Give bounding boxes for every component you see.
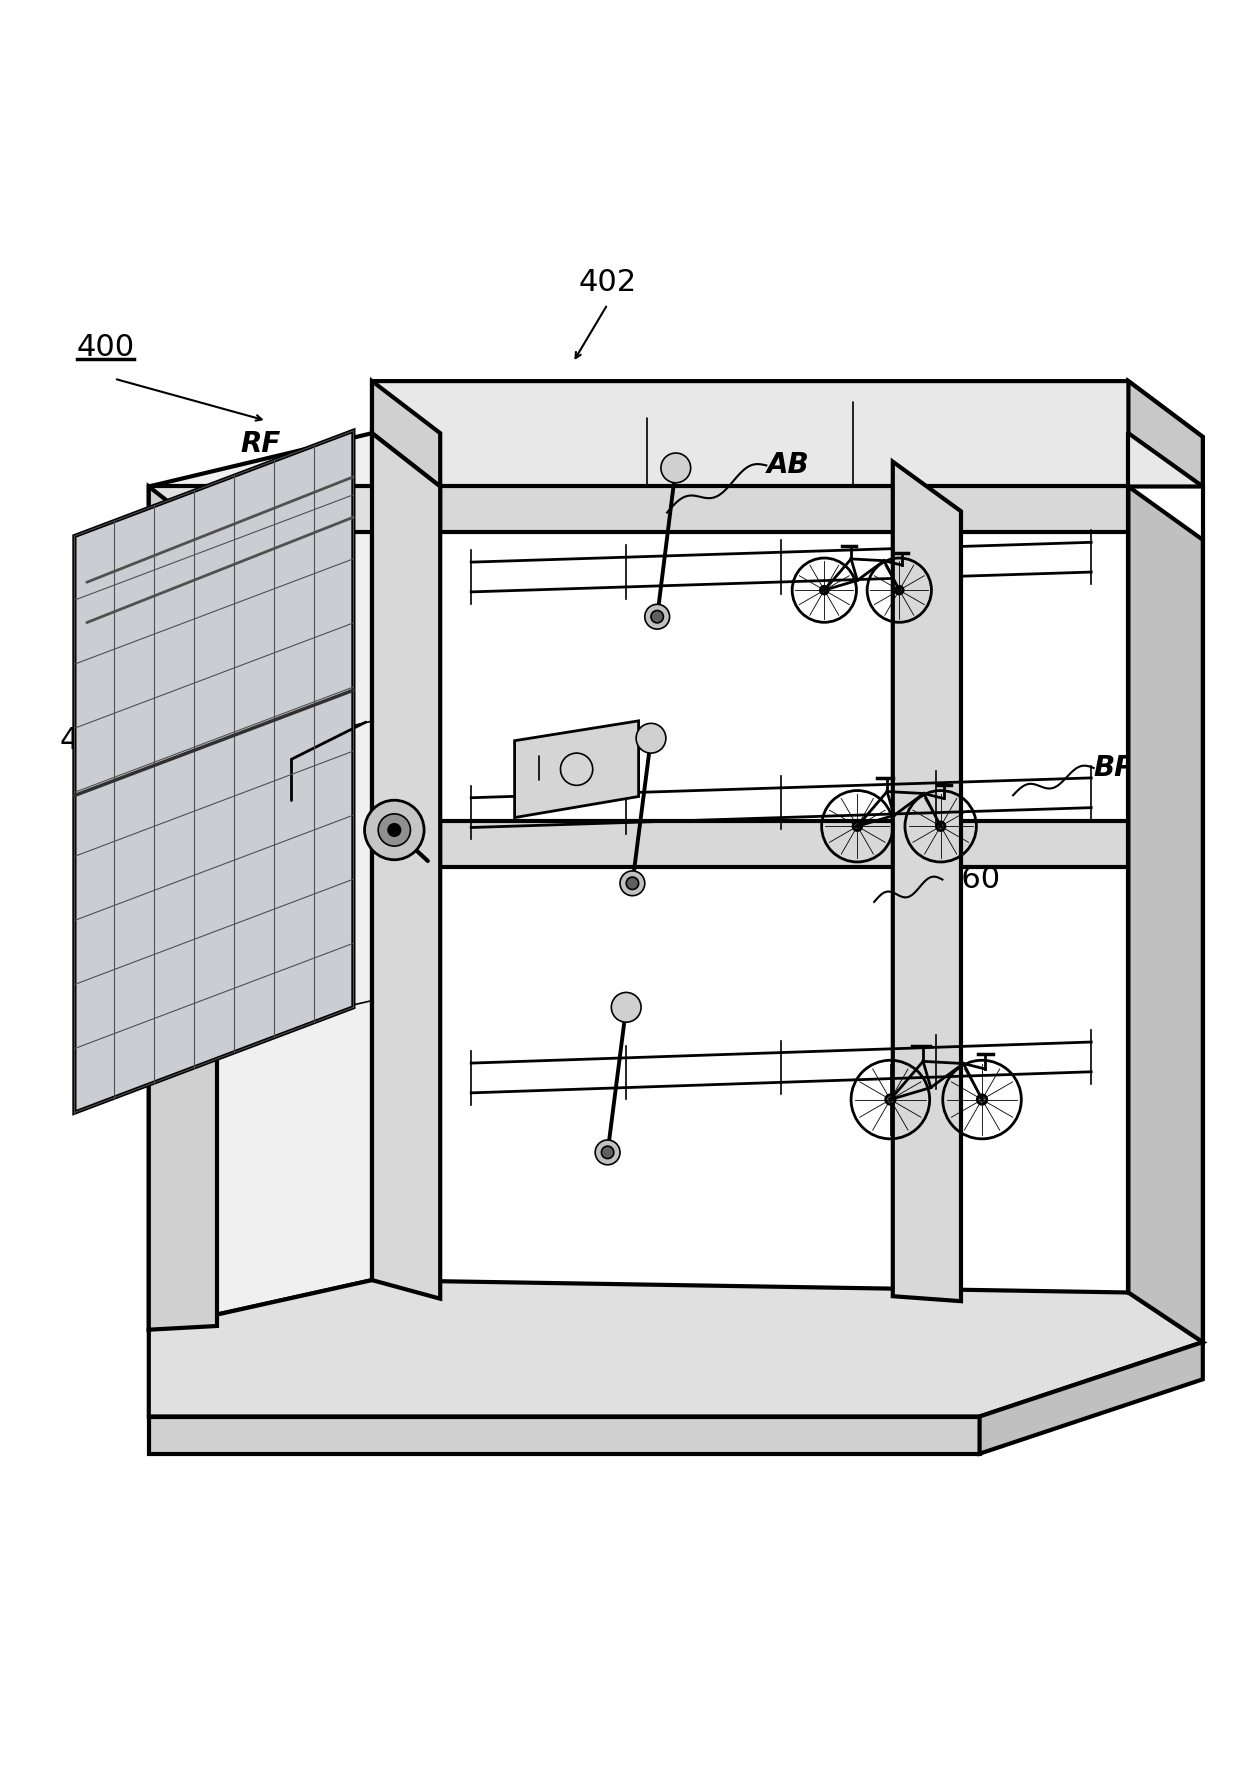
- Circle shape: [885, 1094, 895, 1105]
- Text: 410: 410: [60, 726, 118, 756]
- Text: 400: 400: [77, 333, 135, 363]
- Circle shape: [595, 1140, 620, 1165]
- Text: RF: RF: [241, 431, 280, 457]
- Polygon shape: [372, 432, 440, 1299]
- Circle shape: [365, 801, 424, 859]
- Circle shape: [821, 587, 828, 594]
- Polygon shape: [893, 463, 961, 1300]
- Circle shape: [611, 993, 641, 1023]
- Circle shape: [977, 1094, 987, 1105]
- Polygon shape: [980, 1341, 1203, 1453]
- Polygon shape: [440, 486, 1128, 532]
- Text: 460: 460: [942, 865, 1001, 895]
- Circle shape: [651, 610, 663, 623]
- Text: BP: BP: [1094, 754, 1135, 783]
- Text: 402: 402: [579, 269, 636, 297]
- Circle shape: [661, 454, 691, 482]
- Circle shape: [378, 813, 410, 847]
- Circle shape: [895, 587, 903, 594]
- Polygon shape: [1128, 486, 1203, 1341]
- Text: 404: 404: [99, 1018, 157, 1046]
- Circle shape: [620, 872, 645, 895]
- Polygon shape: [372, 381, 1203, 486]
- Circle shape: [645, 605, 670, 630]
- Polygon shape: [74, 431, 353, 1112]
- Polygon shape: [149, 432, 372, 1329]
- Polygon shape: [440, 822, 1128, 866]
- Polygon shape: [149, 1416, 980, 1453]
- Circle shape: [936, 822, 945, 831]
- Polygon shape: [149, 486, 217, 1329]
- Polygon shape: [1128, 381, 1203, 486]
- Polygon shape: [149, 486, 440, 532]
- Polygon shape: [515, 720, 639, 818]
- Circle shape: [853, 822, 862, 831]
- Circle shape: [388, 824, 401, 836]
- Text: AB: AB: [766, 452, 808, 479]
- Circle shape: [626, 877, 639, 890]
- Circle shape: [636, 724, 666, 753]
- Circle shape: [601, 1146, 614, 1158]
- Polygon shape: [372, 381, 440, 486]
- Polygon shape: [149, 1281, 1203, 1416]
